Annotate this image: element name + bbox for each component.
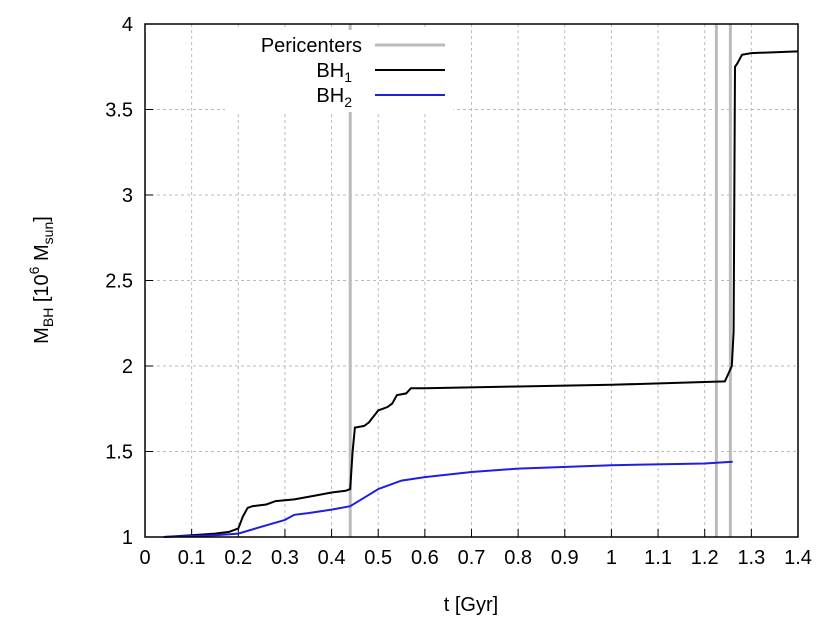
y-tick-label: 3.5: [105, 100, 133, 122]
y-axis-label: MBH​ [106​ Msun​]: [26, 216, 56, 344]
x-tick-label: 0.1: [178, 547, 206, 569]
x-tick-label: 1.1: [644, 547, 672, 569]
legend-label: BH2: [316, 85, 352, 110]
y-label-part: M: [31, 244, 53, 266]
x-tick-label: 1: [606, 547, 617, 569]
legend-name: BH: [316, 60, 344, 82]
x-tick-label: 1.2: [691, 547, 719, 569]
x-tick-label: 0.7: [458, 547, 486, 569]
legend-name: BH: [316, 85, 344, 107]
y-tick-label: 2.5: [105, 271, 133, 293]
x-tick-label: 0.2: [224, 547, 252, 569]
series-line: [163, 50, 799, 538]
x-tick-label: 0.3: [271, 547, 299, 569]
y-tick-label: 3: [122, 185, 133, 207]
y-label-part: M: [31, 327, 53, 344]
y-tick-label: 4: [122, 14, 133, 36]
y-label-part: [10: [31, 274, 53, 307]
y-label-part: ]: [31, 216, 53, 222]
x-tick-label: 0.8: [504, 547, 532, 569]
x-tick-label: 0.5: [364, 547, 392, 569]
y-label-part: BH: [40, 308, 56, 327]
series-line: [163, 460, 733, 538]
legend-sub: 1: [344, 69, 352, 85]
legend-label: BH1: [316, 60, 352, 85]
legend-sub: 2: [344, 94, 352, 110]
x-tick-label: 1.4: [784, 547, 812, 569]
plot-frame: [144, 23, 799, 538]
x-tick-label: 0.4: [318, 547, 346, 569]
x-axis-label: t [Gyr]: [444, 594, 498, 616]
x-tick-label: 0.9: [551, 547, 579, 569]
x-tick-label: 1.3: [737, 547, 765, 569]
legend-label: Pericenters: [261, 35, 362, 57]
y-label-part: sun: [40, 222, 56, 245]
x-tick-label: 0.6: [411, 547, 439, 569]
x-tick-label: 0: [139, 547, 150, 569]
y-tick-label: 1.5: [105, 442, 133, 464]
y-tick-label: 2: [122, 356, 133, 378]
y-label-part: 6: [26, 266, 42, 274]
y-tick-label: 1: [122, 527, 133, 549]
